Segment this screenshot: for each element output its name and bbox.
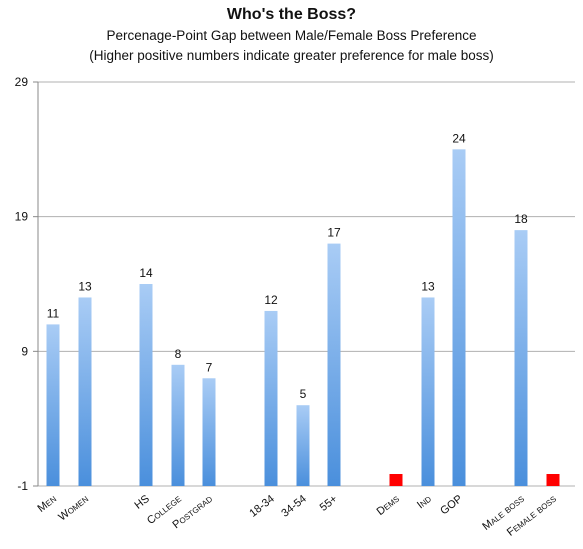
bar — [296, 405, 310, 486]
chart-title: Who's the Boss? — [226, 6, 357, 23]
bar — [202, 378, 216, 486]
bar — [514, 230, 528, 486]
y-tick-label: 19 — [15, 210, 29, 224]
data-label: 24 — [452, 131, 466, 145]
x-tick-label: Dems — [375, 493, 402, 518]
chart-subtitle: Percenage-Point Gap between Male/Female … — [106, 28, 477, 43]
data-label: 13 — [421, 279, 435, 293]
y-tick-label: 29 — [15, 75, 29, 89]
data-label: 12 — [264, 293, 278, 307]
bar-marker — [389, 474, 403, 486]
bar — [78, 297, 92, 486]
bar — [421, 297, 435, 486]
x-tick-label: GOP — [438, 493, 465, 518]
bar — [327, 243, 341, 486]
bar — [46, 324, 60, 486]
chart-note: (Higher positive numbers indicate greate… — [89, 48, 494, 63]
data-label: 14 — [139, 266, 153, 280]
x-tick-label: Men — [35, 493, 59, 515]
data-label: 17 — [327, 226, 341, 240]
x-tick-label: 34-54 — [279, 493, 309, 520]
data-label: 13 — [78, 279, 92, 293]
bar — [171, 364, 185, 486]
x-tick-label: Women — [56, 493, 91, 524]
y-tick-label: -1 — [17, 479, 28, 493]
y-tick-label: 9 — [21, 344, 28, 358]
data-label: 5 — [300, 387, 307, 401]
bar — [264, 310, 278, 486]
x-tick-label: HS — [132, 493, 151, 512]
x-tick-label: Ind — [415, 493, 434, 512]
data-label: 11 — [47, 306, 60, 320]
data-label: 18 — [514, 212, 528, 226]
data-label: 7 — [206, 360, 213, 374]
data-label: 8 — [175, 347, 182, 361]
x-tick-label: 55+ — [318, 493, 340, 514]
bar — [452, 149, 466, 487]
bar — [139, 284, 153, 486]
x-tick-label: 18-34 — [247, 493, 277, 520]
bar-marker — [546, 474, 560, 486]
